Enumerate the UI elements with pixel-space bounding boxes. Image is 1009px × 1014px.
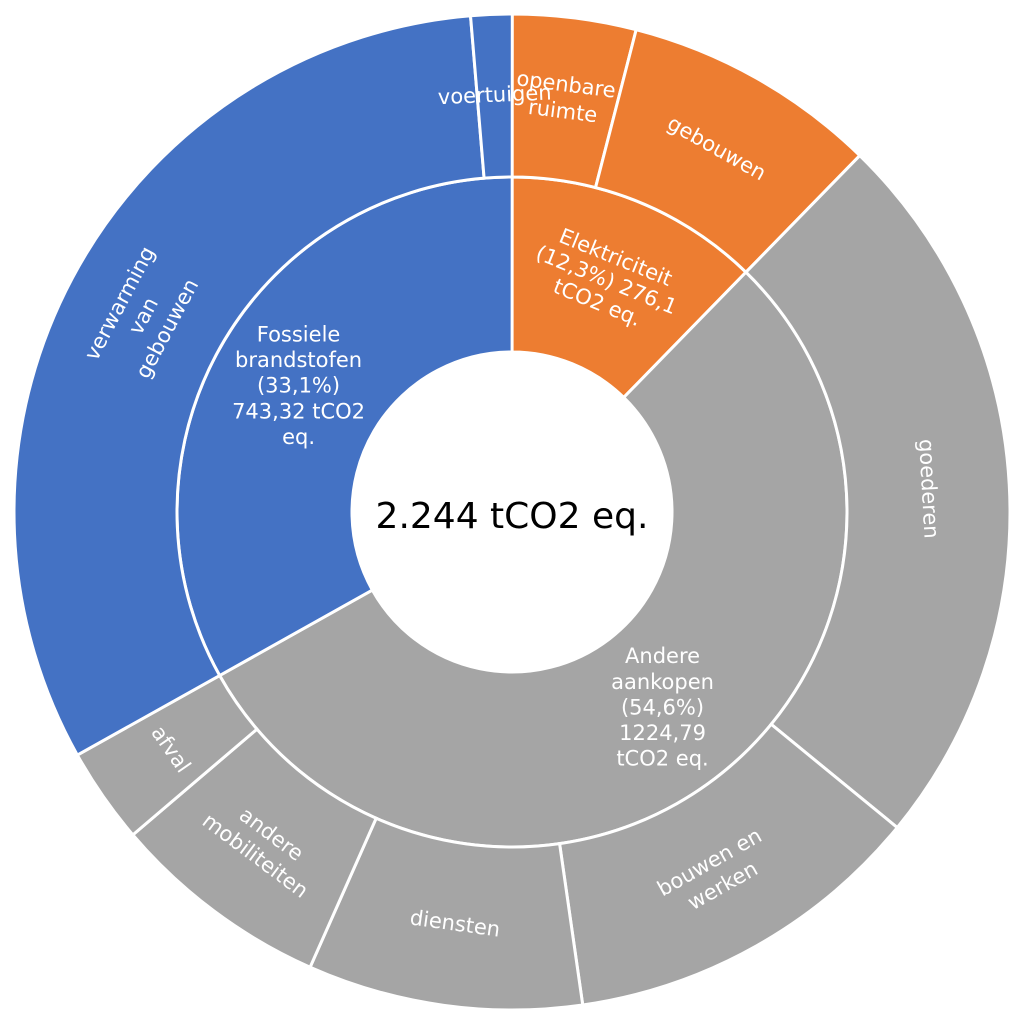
inner-label-fossil: Fossiele brandstofen (33,1%) 743,32 tCO2 eq. bbox=[232, 322, 365, 448]
outer-label-goederen-line: goederen bbox=[914, 438, 944, 539]
outer-segment-goederen bbox=[743, 153, 1009, 830]
inner-label-fossil-line: 743,32 tCO2 bbox=[232, 399, 365, 423]
outer-segment-verwarming-van-gebouwen bbox=[12, 14, 486, 758]
inner-label-other-line: (54,6%) bbox=[621, 695, 704, 719]
inner-label-fossil-line: eq. bbox=[282, 425, 315, 449]
inner-label-fossil-line: brandstofen bbox=[235, 348, 362, 372]
outer-label-voertuigen-line: voertuigen bbox=[437, 81, 552, 110]
outer-label-voertuigen: voertuigen bbox=[437, 81, 552, 110]
inner-label-other-line: aankopen bbox=[611, 670, 714, 694]
inner-ring bbox=[175, 175, 849, 849]
inner-label-other: Andere aankopen (54,6%) 1224,79 tCO2 eq. bbox=[611, 644, 714, 770]
outer-label-goederen: goederen bbox=[914, 438, 944, 539]
inner-label-other-line: 1224,79 bbox=[619, 721, 706, 745]
outer-segment-voertuigen bbox=[468, 12, 514, 180]
inner-label-fossil-line: (33,1%) bbox=[257, 374, 340, 398]
inner-label-fossil-line: Fossiele bbox=[257, 322, 341, 346]
center-total-label: 2.244 tCO2 eq. bbox=[376, 496, 649, 537]
inner-label-other-line: tCO2 eq. bbox=[616, 747, 708, 771]
outer-ring bbox=[12, 12, 1009, 1012]
inner-label-other-line: Andere bbox=[625, 644, 700, 668]
